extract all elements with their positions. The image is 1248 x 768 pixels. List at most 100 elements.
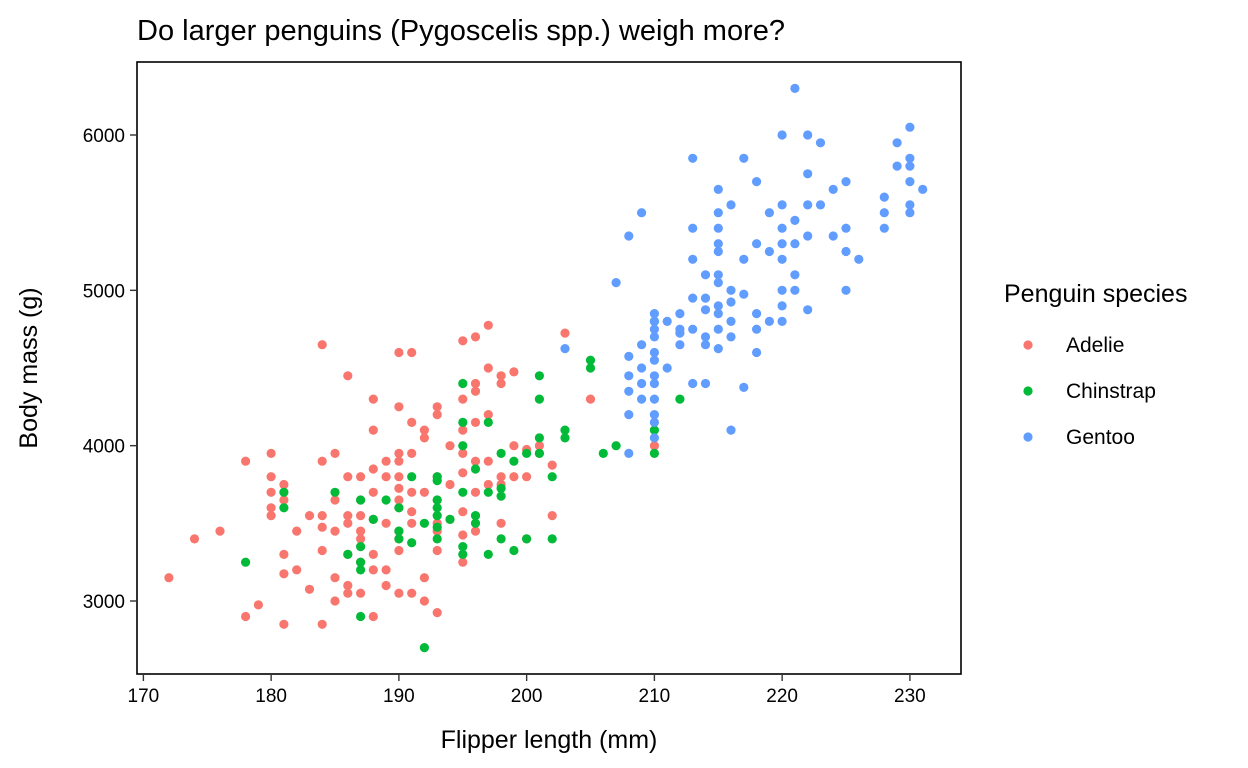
point-chinstrap <box>330 487 340 497</box>
point-gentoo <box>700 340 711 350</box>
point-adelie <box>368 394 378 404</box>
point-chinstrap <box>534 371 545 381</box>
y-axis-title: Body mass (g) <box>15 287 43 448</box>
point-gentoo <box>637 208 647 218</box>
point-adelie <box>470 417 481 427</box>
point-chinstrap <box>394 503 404 513</box>
y-tick-label: 3000 <box>83 592 125 613</box>
point-adelie <box>547 510 557 521</box>
point-adelie <box>432 545 442 556</box>
chart-title: Do larger penguins (Pygoscelis spp.) wei… <box>137 15 785 47</box>
point-gentoo <box>905 153 915 163</box>
point-chinstrap <box>509 545 519 556</box>
point-gentoo <box>892 138 902 148</box>
point-gentoo <box>713 208 723 218</box>
point-gentoo <box>713 223 723 233</box>
point-chinstrap <box>458 441 468 451</box>
point-gentoo <box>713 270 723 280</box>
point-gentoo <box>854 254 864 264</box>
point-adelie <box>560 328 570 338</box>
point-chinstrap <box>356 557 366 567</box>
point-adelie <box>381 518 391 528</box>
point-adelie <box>458 394 468 404</box>
point-adelie <box>470 456 481 466</box>
point-gentoo <box>700 378 711 389</box>
point-chinstrap <box>675 394 685 404</box>
point-chinstrap <box>407 538 417 548</box>
point-adelie <box>330 573 340 583</box>
point-gentoo <box>803 231 813 241</box>
point-adelie <box>343 588 353 598</box>
point-adelie <box>394 483 404 493</box>
point-chinstrap <box>496 491 506 501</box>
point-adelie <box>419 433 429 443</box>
point-gentoo <box>560 344 570 354</box>
point-adelie <box>470 332 481 342</box>
point-gentoo <box>713 239 723 249</box>
point-gentoo <box>828 231 838 241</box>
legend-label-chinstrap: Chinstrap <box>1066 380 1156 403</box>
point-adelie <box>407 518 417 528</box>
point-gentoo <box>700 293 711 303</box>
point-chinstrap <box>560 425 570 435</box>
point-adelie <box>407 588 417 598</box>
point-adelie <box>368 611 378 622</box>
point-chinstrap <box>470 464 481 474</box>
point-adelie <box>483 479 493 490</box>
point-adelie <box>407 347 417 358</box>
point-adelie <box>432 608 442 618</box>
point-chinstrap <box>534 433 545 443</box>
y-tick-label: 5000 <box>83 281 125 302</box>
point-adelie <box>470 378 481 389</box>
point-gentoo <box>790 285 800 295</box>
point-adelie <box>241 456 251 466</box>
point-adelie <box>470 386 481 396</box>
point-adelie <box>330 448 340 458</box>
point-adelie <box>304 510 315 521</box>
point-chinstrap <box>432 510 442 521</box>
point-adelie <box>458 468 468 478</box>
point-gentoo <box>777 239 787 249</box>
point-gentoo <box>713 324 723 334</box>
point-adelie <box>292 565 302 575</box>
point-gentoo <box>879 192 889 202</box>
point-chinstrap <box>356 611 366 622</box>
point-adelie <box>368 565 378 575</box>
point-gentoo <box>624 351 634 361</box>
point-adelie <box>585 394 596 404</box>
point-gentoo <box>752 239 762 249</box>
point-adelie <box>458 557 468 567</box>
point-adelie <box>343 510 353 521</box>
point-gentoo <box>624 231 634 241</box>
point-gentoo <box>726 200 736 210</box>
point-chinstrap <box>458 378 468 389</box>
point-gentoo <box>649 417 660 427</box>
point-chinstrap <box>394 526 404 536</box>
point-adelie <box>343 371 353 381</box>
point-gentoo <box>790 270 800 280</box>
point-adelie <box>496 371 506 381</box>
point-adelie <box>509 441 519 451</box>
point-gentoo <box>790 239 800 249</box>
point-gentoo <box>688 293 698 303</box>
legend-key-chinstrap <box>1023 386 1033 396</box>
point-chinstrap <box>458 417 468 427</box>
point-gentoo <box>675 328 685 338</box>
point-adelie <box>317 456 327 466</box>
legend-title: Penguin species <box>1004 280 1187 308</box>
point-chinstrap <box>547 534 557 544</box>
point-chinstrap <box>534 394 545 404</box>
point-gentoo <box>739 254 749 264</box>
point-gentoo <box>815 138 826 148</box>
point-adelie <box>381 472 391 482</box>
point-chinstrap <box>279 503 289 513</box>
point-chinstrap <box>381 495 391 505</box>
point-adelie <box>483 320 493 330</box>
point-gentoo <box>764 208 775 218</box>
point-adelie <box>304 584 315 594</box>
point-chinstrap <box>343 549 353 560</box>
point-gentoo <box>803 169 813 179</box>
point-adelie <box>419 573 429 583</box>
point-gentoo <box>905 161 915 171</box>
